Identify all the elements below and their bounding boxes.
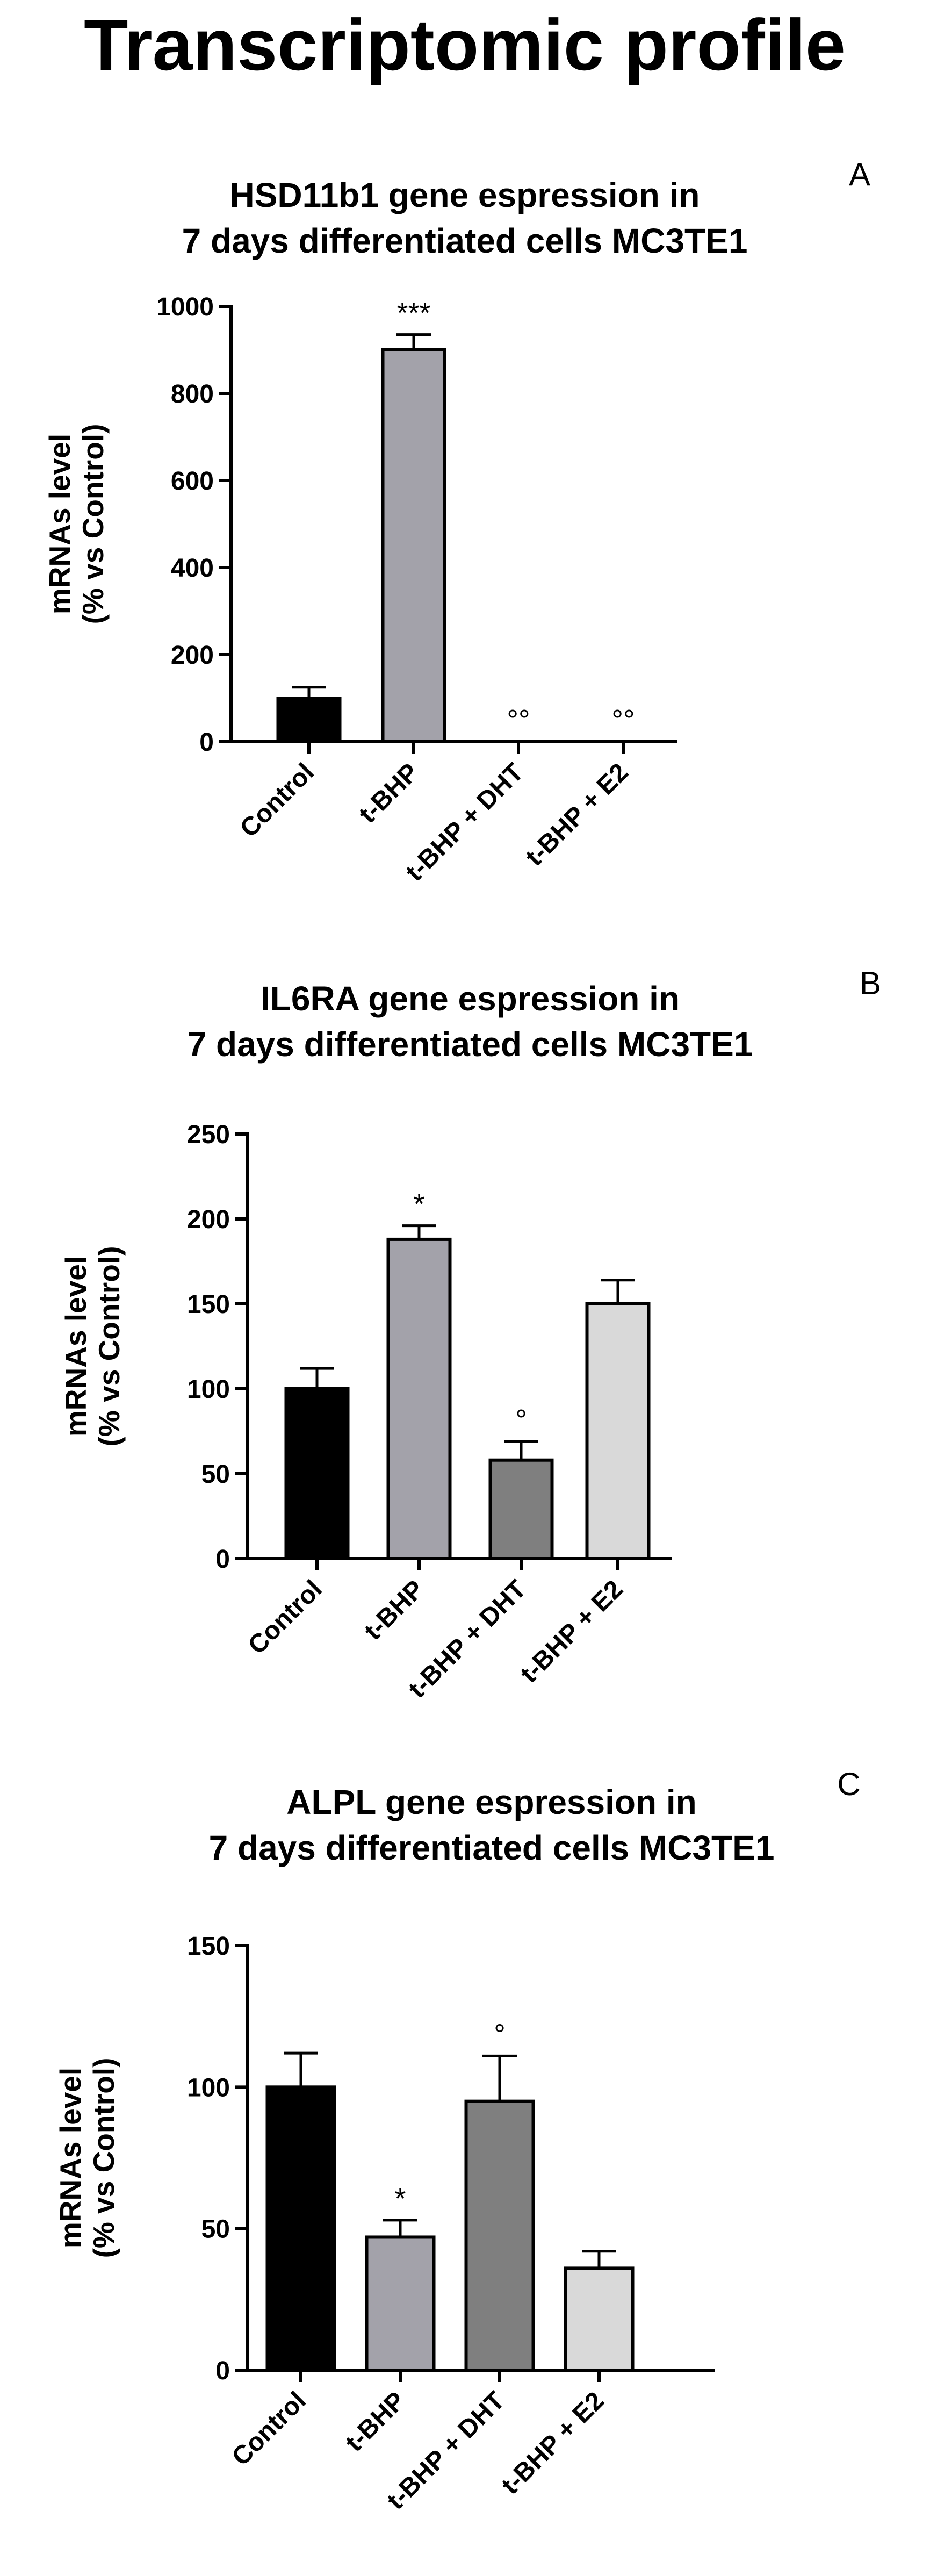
bar — [276, 697, 342, 743]
y-tick-label: 100 — [187, 2073, 230, 2102]
y-axis-label: mRNAs level — [43, 434, 76, 614]
significance-marker: *** — [396, 297, 430, 329]
significance-marker: ° — [494, 2018, 506, 2050]
significance-marker: °° — [507, 704, 530, 736]
y-tick-label: 200 — [187, 1206, 230, 1234]
y-axis-label: (% vs Control) — [87, 2058, 120, 2258]
y-tick-label: 0 — [199, 728, 214, 757]
panel-letter: A — [849, 156, 870, 192]
bar — [564, 2266, 635, 2372]
x-tick-label: Control — [227, 2386, 312, 2471]
y-tick-label: 100 — [187, 1375, 230, 1404]
chart-title-line: HSD11b1 gene espression in — [230, 176, 700, 214]
panel-letter: C — [837, 1766, 860, 1802]
bar — [365, 2235, 436, 2372]
bar — [585, 1302, 651, 1560]
y-tick-label: 0 — [215, 2357, 230, 2385]
page-title: Transcriptomic profile — [84, 4, 846, 85]
y-tick-label: 0 — [215, 1545, 230, 1574]
x-tick-label: t-BHP + E2 — [496, 2386, 609, 2500]
chart-c: ALPL gene espression in 7 days differenti… — [54, 1766, 861, 2515]
y-axis-label: mRNAs level — [59, 1256, 92, 1437]
bar — [381, 348, 446, 743]
chart-title-line: IL6RA gene espression in — [261, 979, 680, 1018]
chart-title-line: 7 days differentiated cells MC3TE1 — [188, 1025, 753, 1064]
chart-b: IL6RA gene espression in 7 days different… — [59, 965, 881, 1704]
y-tick-label: 800 — [171, 380, 214, 408]
significance-marker: ° — [515, 1404, 527, 1436]
significance-marker: * — [394, 2183, 406, 2215]
y-tick-label: 1000 — [156, 293, 214, 321]
x-tick-label: Control — [235, 758, 320, 843]
x-tick-label: Control — [243, 1575, 328, 1660]
y-tick-label: 600 — [171, 467, 214, 496]
x-tick-label: t-BHP — [359, 1575, 430, 1646]
y-tick-label: 250 — [187, 1121, 230, 1149]
y-tick-label: 150 — [187, 1290, 230, 1319]
chart-title-line: 7 days differentiated cells MC3TE1 — [182, 221, 748, 260]
bar — [284, 1387, 350, 1560]
y-tick-label: 400 — [171, 554, 214, 583]
significance-marker: * — [413, 1188, 424, 1221]
x-tick-label: t-BHP — [340, 2386, 411, 2457]
y-tick-label: 200 — [171, 641, 214, 670]
panel-letter: B — [860, 965, 881, 1001]
bar — [488, 1458, 554, 1560]
y-axis-label: (% vs Control) — [76, 424, 110, 625]
x-tick-label: t-BHP — [354, 758, 424, 829]
y-axis-label: (% vs Control) — [92, 1246, 126, 1447]
y-axis-label: mRNAs level — [54, 2068, 87, 2248]
x-tick-label: t-BHP + E2 — [520, 758, 633, 871]
y-tick-label: 50 — [201, 2215, 230, 2244]
chart-a: HSD11b1 gene espression in 7 days differe… — [43, 156, 870, 887]
bar — [386, 1237, 452, 1560]
x-tick-label: t-BHP + E2 — [515, 1575, 628, 1688]
chart-title-line: 7 days differentiated cells MC3TE1 — [209, 1828, 775, 1867]
bar — [265, 2085, 336, 2372]
y-tick-label: 150 — [187, 1932, 230, 1961]
y-tick-label: 50 — [201, 1460, 230, 1489]
charts-group: HSD11b1 gene espression in 7 days differe… — [43, 156, 881, 2515]
significance-marker: °° — [611, 704, 635, 736]
chart-title-line: ALPL gene espression in — [286, 1783, 696, 1821]
bar — [464, 2099, 535, 2372]
